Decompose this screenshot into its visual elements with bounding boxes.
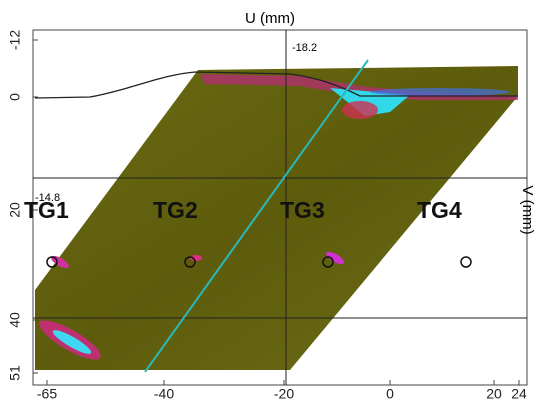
target-markers: [46, 256, 472, 268]
cursor-label: -14.8: [35, 192, 60, 204]
indications: [39, 74, 518, 360]
y-tick-label: 51: [7, 365, 23, 381]
target-label: TG1: [24, 197, 69, 223]
y-axis-label: V (mm): [519, 185, 536, 234]
x-tick-label: -40: [154, 386, 174, 402]
target-label: TG3: [280, 197, 325, 223]
cursor-label: -18.2: [292, 42, 317, 54]
y-tick-label: 20: [7, 202, 23, 218]
scan-area: [35, 66, 518, 370]
x-tick-label: -20: [274, 386, 294, 402]
y-tick-label: 40: [7, 312, 23, 328]
profile-curve: [34, 71, 518, 99]
target-label: TG2: [153, 197, 198, 223]
x-tick-label: 0: [386, 386, 394, 402]
x-tick-label: 20: [486, 386, 502, 402]
x-axis-label: U (mm): [245, 10, 295, 27]
x-tick-label: -65: [37, 386, 57, 402]
target-label: TG4: [417, 197, 462, 223]
y-tick-label: -12: [7, 30, 23, 50]
x-tick-label: 24: [511, 386, 527, 402]
section-line: [144, 59, 369, 373]
y-tick-label: 0: [7, 93, 23, 101]
cursor-lines: [33, 30, 527, 385]
